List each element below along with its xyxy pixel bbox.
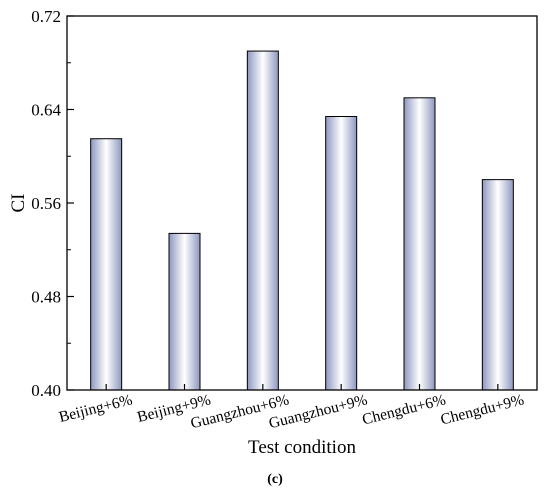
y-tick-label: 0.48: [31, 288, 61, 307]
bar-guangzhou-6: [246, 50, 279, 391]
x-tick-label: Chengdu+6%: [361, 391, 448, 428]
y-axis-title: CI: [8, 194, 29, 213]
bar-chart: Beijing+6% Beijing+9%Guangzhou+6%Guangzho…: [8, 7, 538, 458]
y-tick-label: 0.72: [31, 7, 61, 26]
y-tick-label: 0.56: [31, 194, 61, 213]
x-axis-title: Test condition: [248, 437, 356, 458]
bars-group: [90, 50, 514, 391]
y-tick-label: 0.40: [31, 381, 61, 400]
plot-frame: [66, 15, 538, 391]
ticks-group: [67, 15, 499, 391]
x-tick-label: Beijing+6%: [57, 391, 134, 426]
y-tick-label: 0.64: [31, 101, 61, 120]
bar-beijing-6: [90, 138, 123, 391]
bar-chengdu-9: [481, 179, 514, 391]
bar-beijing-9: [168, 232, 201, 391]
bar-guangzhou-9: [325, 116, 358, 391]
x-tick-label: Chengdu+9%: [439, 391, 526, 428]
bar-chengdu-6: [403, 97, 436, 391]
figure-caption: (c): [267, 472, 283, 487]
